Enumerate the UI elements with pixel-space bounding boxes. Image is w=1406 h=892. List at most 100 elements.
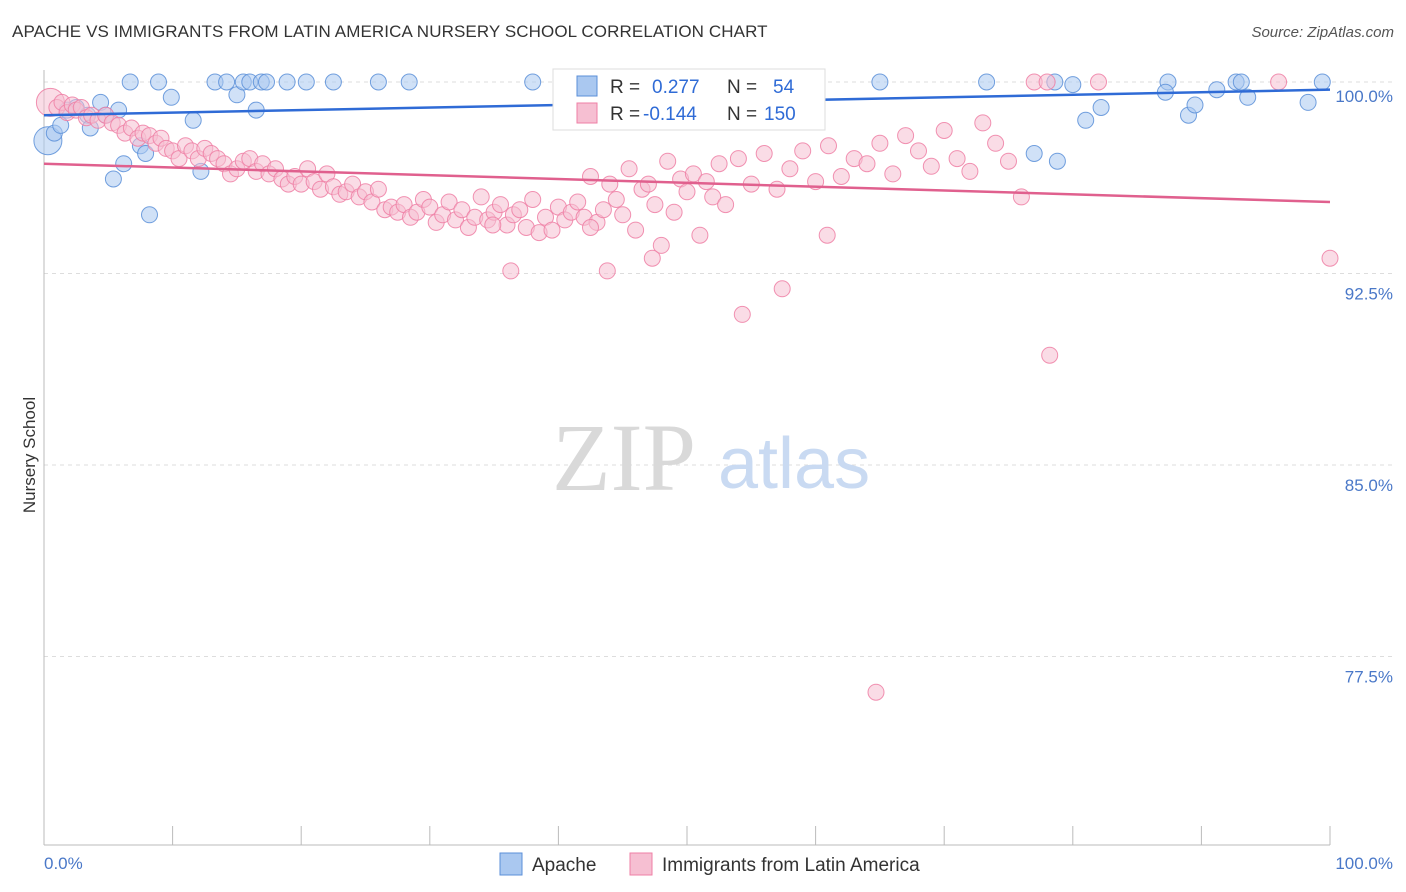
point-latin-america-90 <box>607 191 625 208</box>
point-apache-43 <box>1092 99 1110 116</box>
point-latin-america-61 <box>421 198 439 216</box>
point-apache-18 <box>184 111 202 129</box>
point-apache-14 <box>137 145 155 162</box>
bottom-legend: Apache Immigrants from Latin America <box>499 852 920 876</box>
point-latin-america-106 <box>710 155 728 173</box>
stats-legend-frame <box>552 68 826 131</box>
point-latin-america-64 <box>440 193 458 211</box>
point-apache-16 <box>150 73 167 91</box>
point-latin-america-137 <box>773 280 791 298</box>
point-latin-america-142 <box>484 216 502 234</box>
point-latin-america-89 <box>601 175 619 193</box>
y-tick-label-1: 92.5% <box>1345 285 1393 304</box>
point-latin-america-96 <box>646 196 664 214</box>
point-latin-america-120 <box>884 165 902 183</box>
point-apache-11 <box>104 170 122 188</box>
point-latin-america-103 <box>691 226 709 244</box>
point-apache-36 <box>871 73 889 91</box>
point-latin-america-118 <box>858 155 876 173</box>
point-latin-america-113 <box>794 142 812 160</box>
point-latin-america-88 <box>594 201 612 219</box>
point-apache-33 <box>524 73 542 91</box>
point-latin-america-111 <box>768 180 786 198</box>
point-latin-america-119 <box>871 134 889 152</box>
point-apache-31 <box>369 73 387 91</box>
x-ticks <box>43 826 1331 845</box>
point-apache-47 <box>1186 96 1204 114</box>
stats-legend: R = 0.277 N = 54 R = -0.144 N = 150 <box>552 68 826 131</box>
point-latin-america-91 <box>614 206 632 224</box>
point-apache-50 <box>1232 73 1250 91</box>
y-tick-label-2: 85.0% <box>1345 476 1393 495</box>
point-apache-51 <box>1239 88 1257 106</box>
point-latin-america-128 <box>987 134 1005 152</box>
point-apache-17 <box>162 88 180 106</box>
point-apache-12 <box>121 73 139 91</box>
point-apache-48 <box>1208 81 1226 99</box>
point-latin-america-107 <box>717 196 735 214</box>
point-latin-america-98 <box>659 152 677 170</box>
stats-legend-swatch-latin-america <box>576 102 598 124</box>
point-latin-america-132 <box>1038 73 1056 91</box>
legend-swatch-latin-america <box>629 852 653 876</box>
point-latin-america-133 <box>1090 73 1107 91</box>
point-latin-america-134 <box>1270 73 1288 91</box>
series-1-points <box>35 73 1339 701</box>
trend-line-latin-america <box>43 162 1331 204</box>
point-latin-america-84 <box>569 193 587 211</box>
point-apache-30 <box>324 73 342 91</box>
point-latin-america-97 <box>652 236 670 254</box>
point-apache-38 <box>1025 145 1043 162</box>
point-latin-america-93 <box>627 221 645 239</box>
point-latin-america-145 <box>598 262 616 280</box>
point-latin-america-77 <box>524 191 542 208</box>
point-latin-america-141 <box>867 683 885 701</box>
y-tick-label-0: 100.0% <box>1335 87 1393 106</box>
point-apache-32 <box>400 73 418 91</box>
point-latin-america-75 <box>511 201 529 219</box>
point-latin-america-104 <box>697 173 715 191</box>
point-latin-america-127 <box>974 114 992 132</box>
stats-legend-n-value-latin-america: 150 <box>764 104 796 125</box>
y-axis-label: Nursery School <box>20 397 39 513</box>
point-latin-america-143 <box>643 249 661 267</box>
legend-label-apache: Apache <box>532 855 596 876</box>
legend-label-latin-america: Immigrants from Latin America <box>662 855 920 876</box>
chart-title: APACHE VS IMMIGRANTS FROM LATIN AMERICA … <box>12 22 768 41</box>
point-apache-41 <box>1064 76 1082 94</box>
y-tick-label-3: 77.5% <box>1345 668 1393 687</box>
point-latin-america-110 <box>755 145 773 162</box>
stats-legend-r-value-latin-america: -0.144 <box>643 104 697 125</box>
point-latin-america-69 <box>472 188 490 206</box>
stats-legend-n-label-latin-america: N = <box>727 104 757 125</box>
point-latin-america-144 <box>818 226 836 244</box>
stats-legend-r-label-apache: R = <box>610 77 640 98</box>
point-latin-america-112 <box>781 160 799 178</box>
legend-swatch-apache <box>499 852 523 876</box>
point-latin-america-101 <box>678 183 696 201</box>
point-apache-29 <box>297 73 315 91</box>
point-latin-america-129 <box>1000 152 1017 170</box>
point-latin-america-126 <box>961 162 979 180</box>
point-latin-america-66 <box>453 201 471 219</box>
stats-legend-n-label-apache: N = <box>727 77 757 98</box>
point-latin-america-121 <box>897 127 915 145</box>
chart-source: Source: ZipAtlas.com <box>1251 24 1394 41</box>
point-apache-21 <box>218 73 236 91</box>
point-latin-america-99 <box>665 203 683 221</box>
point-latin-america-130 <box>1012 188 1030 206</box>
x-tick-label-left: 0.0% <box>44 854 83 873</box>
point-apache-40 <box>1048 152 1066 170</box>
point-latin-america-80 <box>543 221 561 239</box>
point-apache-15 <box>141 206 158 224</box>
point-latin-america-108 <box>729 150 747 168</box>
point-apache-10 <box>115 155 133 173</box>
x-tick-label-right: 100.0% <box>1335 854 1393 873</box>
stats-legend-r-value-apache: 0.277 <box>652 77 700 98</box>
watermark: ZIP atlas <box>552 404 870 511</box>
point-latin-america-92 <box>620 160 638 178</box>
point-apache-52 <box>1299 93 1317 111</box>
point-latin-america-138 <box>733 305 751 323</box>
point-latin-america-122 <box>910 142 927 160</box>
